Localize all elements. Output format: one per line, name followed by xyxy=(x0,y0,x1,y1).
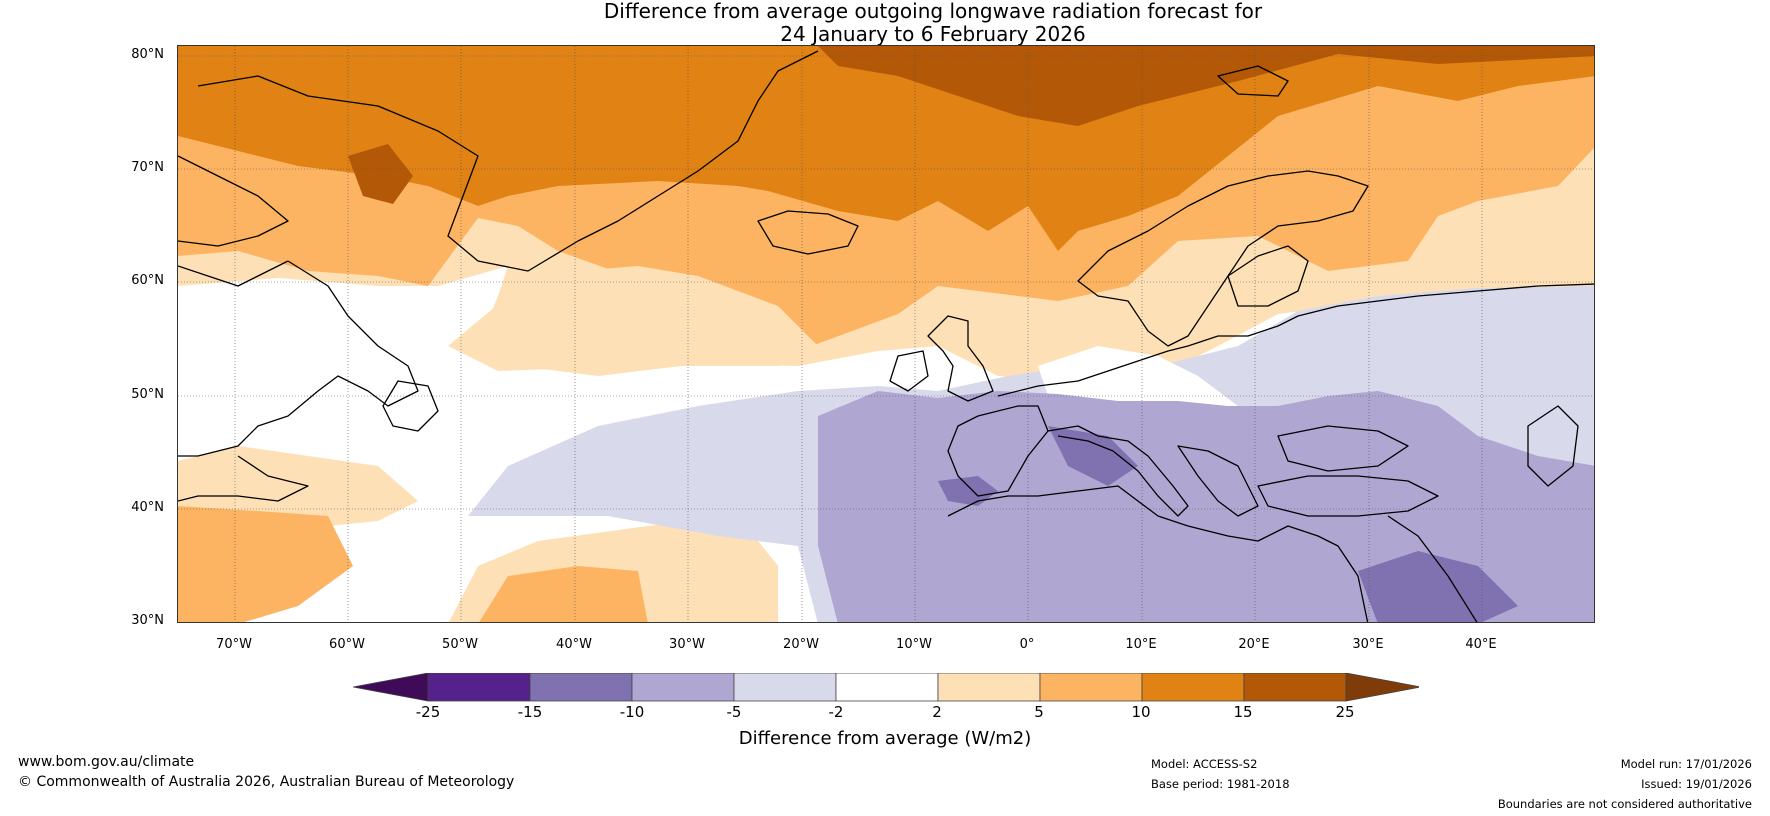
footer-disclaimer: Boundaries are not considered authoritat… xyxy=(1497,797,1752,811)
colorbar-segment xyxy=(1141,673,1245,702)
colorbar-tick: -10 xyxy=(619,703,645,721)
footer-model: Model: ACCESS-S2 xyxy=(1151,757,1258,771)
lat-label-70n: 70°N xyxy=(131,160,164,175)
lon-label-10w: 10°W xyxy=(896,637,932,652)
colorbar-tick: -15 xyxy=(517,703,543,721)
colorbar-tick: 10 xyxy=(1131,703,1151,721)
lat-label-30n: 30°N xyxy=(131,613,164,628)
footer-base-period: Base period: 1981-2018 xyxy=(1151,777,1290,791)
colorbar-extend-high xyxy=(1345,673,1419,702)
lon-label-30w: 30°W xyxy=(669,637,705,652)
footer-issued: Issued: 19/01/2026 xyxy=(1641,777,1752,791)
colorbar-segment xyxy=(427,673,531,702)
lon-label-20e: 20°E xyxy=(1238,637,1270,652)
lat-label-40n: 40°N xyxy=(131,500,164,515)
lon-label-50w: 50°W xyxy=(442,637,478,652)
colorbar-tick: 15 xyxy=(1233,703,1253,721)
lon-label-40w: 40°W xyxy=(556,637,592,652)
lon-label-10e: 10°E xyxy=(1125,637,1157,652)
colorbar-tick: -25 xyxy=(415,703,441,721)
footer-model-run: Model run: 17/01/2026 xyxy=(1620,757,1752,771)
lon-label-30e: 30°E xyxy=(1352,637,1384,652)
footer-url[interactable]: www.bom.gov.au/climate xyxy=(18,754,195,770)
colorbar xyxy=(353,673,1419,702)
colorbar-segment xyxy=(733,673,837,702)
lat-label-60n: 60°N xyxy=(131,273,164,288)
colorbar-segment xyxy=(1039,673,1143,702)
lon-label-0: 0° xyxy=(1019,637,1035,652)
title-line-2: 24 January to 6 February 2026 xyxy=(780,22,1086,46)
colorbar-segment xyxy=(1243,673,1347,702)
colorbar-label: Difference from average (W/m2) xyxy=(738,728,1032,749)
title-line-1: Difference from average outgoing longwav… xyxy=(603,0,1263,23)
colorbar-tick: 5 xyxy=(1034,703,1044,721)
lat-label-80n: 80°N xyxy=(131,47,164,62)
colorbar-tick: -2 xyxy=(828,703,844,721)
lon-label-40e: 40°E xyxy=(1465,637,1497,652)
map-title: Difference from average outgoing longwav… xyxy=(0,0,1770,46)
lon-label-70w: 70°W xyxy=(216,637,252,652)
olr-anomaly-map xyxy=(177,45,1595,623)
colorbar-segment xyxy=(631,673,735,702)
lon-label-20w: 20°W xyxy=(783,637,819,652)
lat-label-50n: 50°N xyxy=(131,387,164,402)
lon-label-60w: 60°W xyxy=(329,637,365,652)
colorbar-tick: -5 xyxy=(726,703,742,721)
colorbar-segment xyxy=(835,673,939,702)
colorbar-segment xyxy=(529,673,633,702)
colorbar-segment xyxy=(937,673,1041,702)
footer-copyright: © Commonwealth of Australia 2026, Austra… xyxy=(18,774,515,790)
colorbar-tick: 2 xyxy=(932,703,942,721)
colorbar-extend-low xyxy=(353,673,429,702)
colorbar-tick: 25 xyxy=(1335,703,1355,721)
